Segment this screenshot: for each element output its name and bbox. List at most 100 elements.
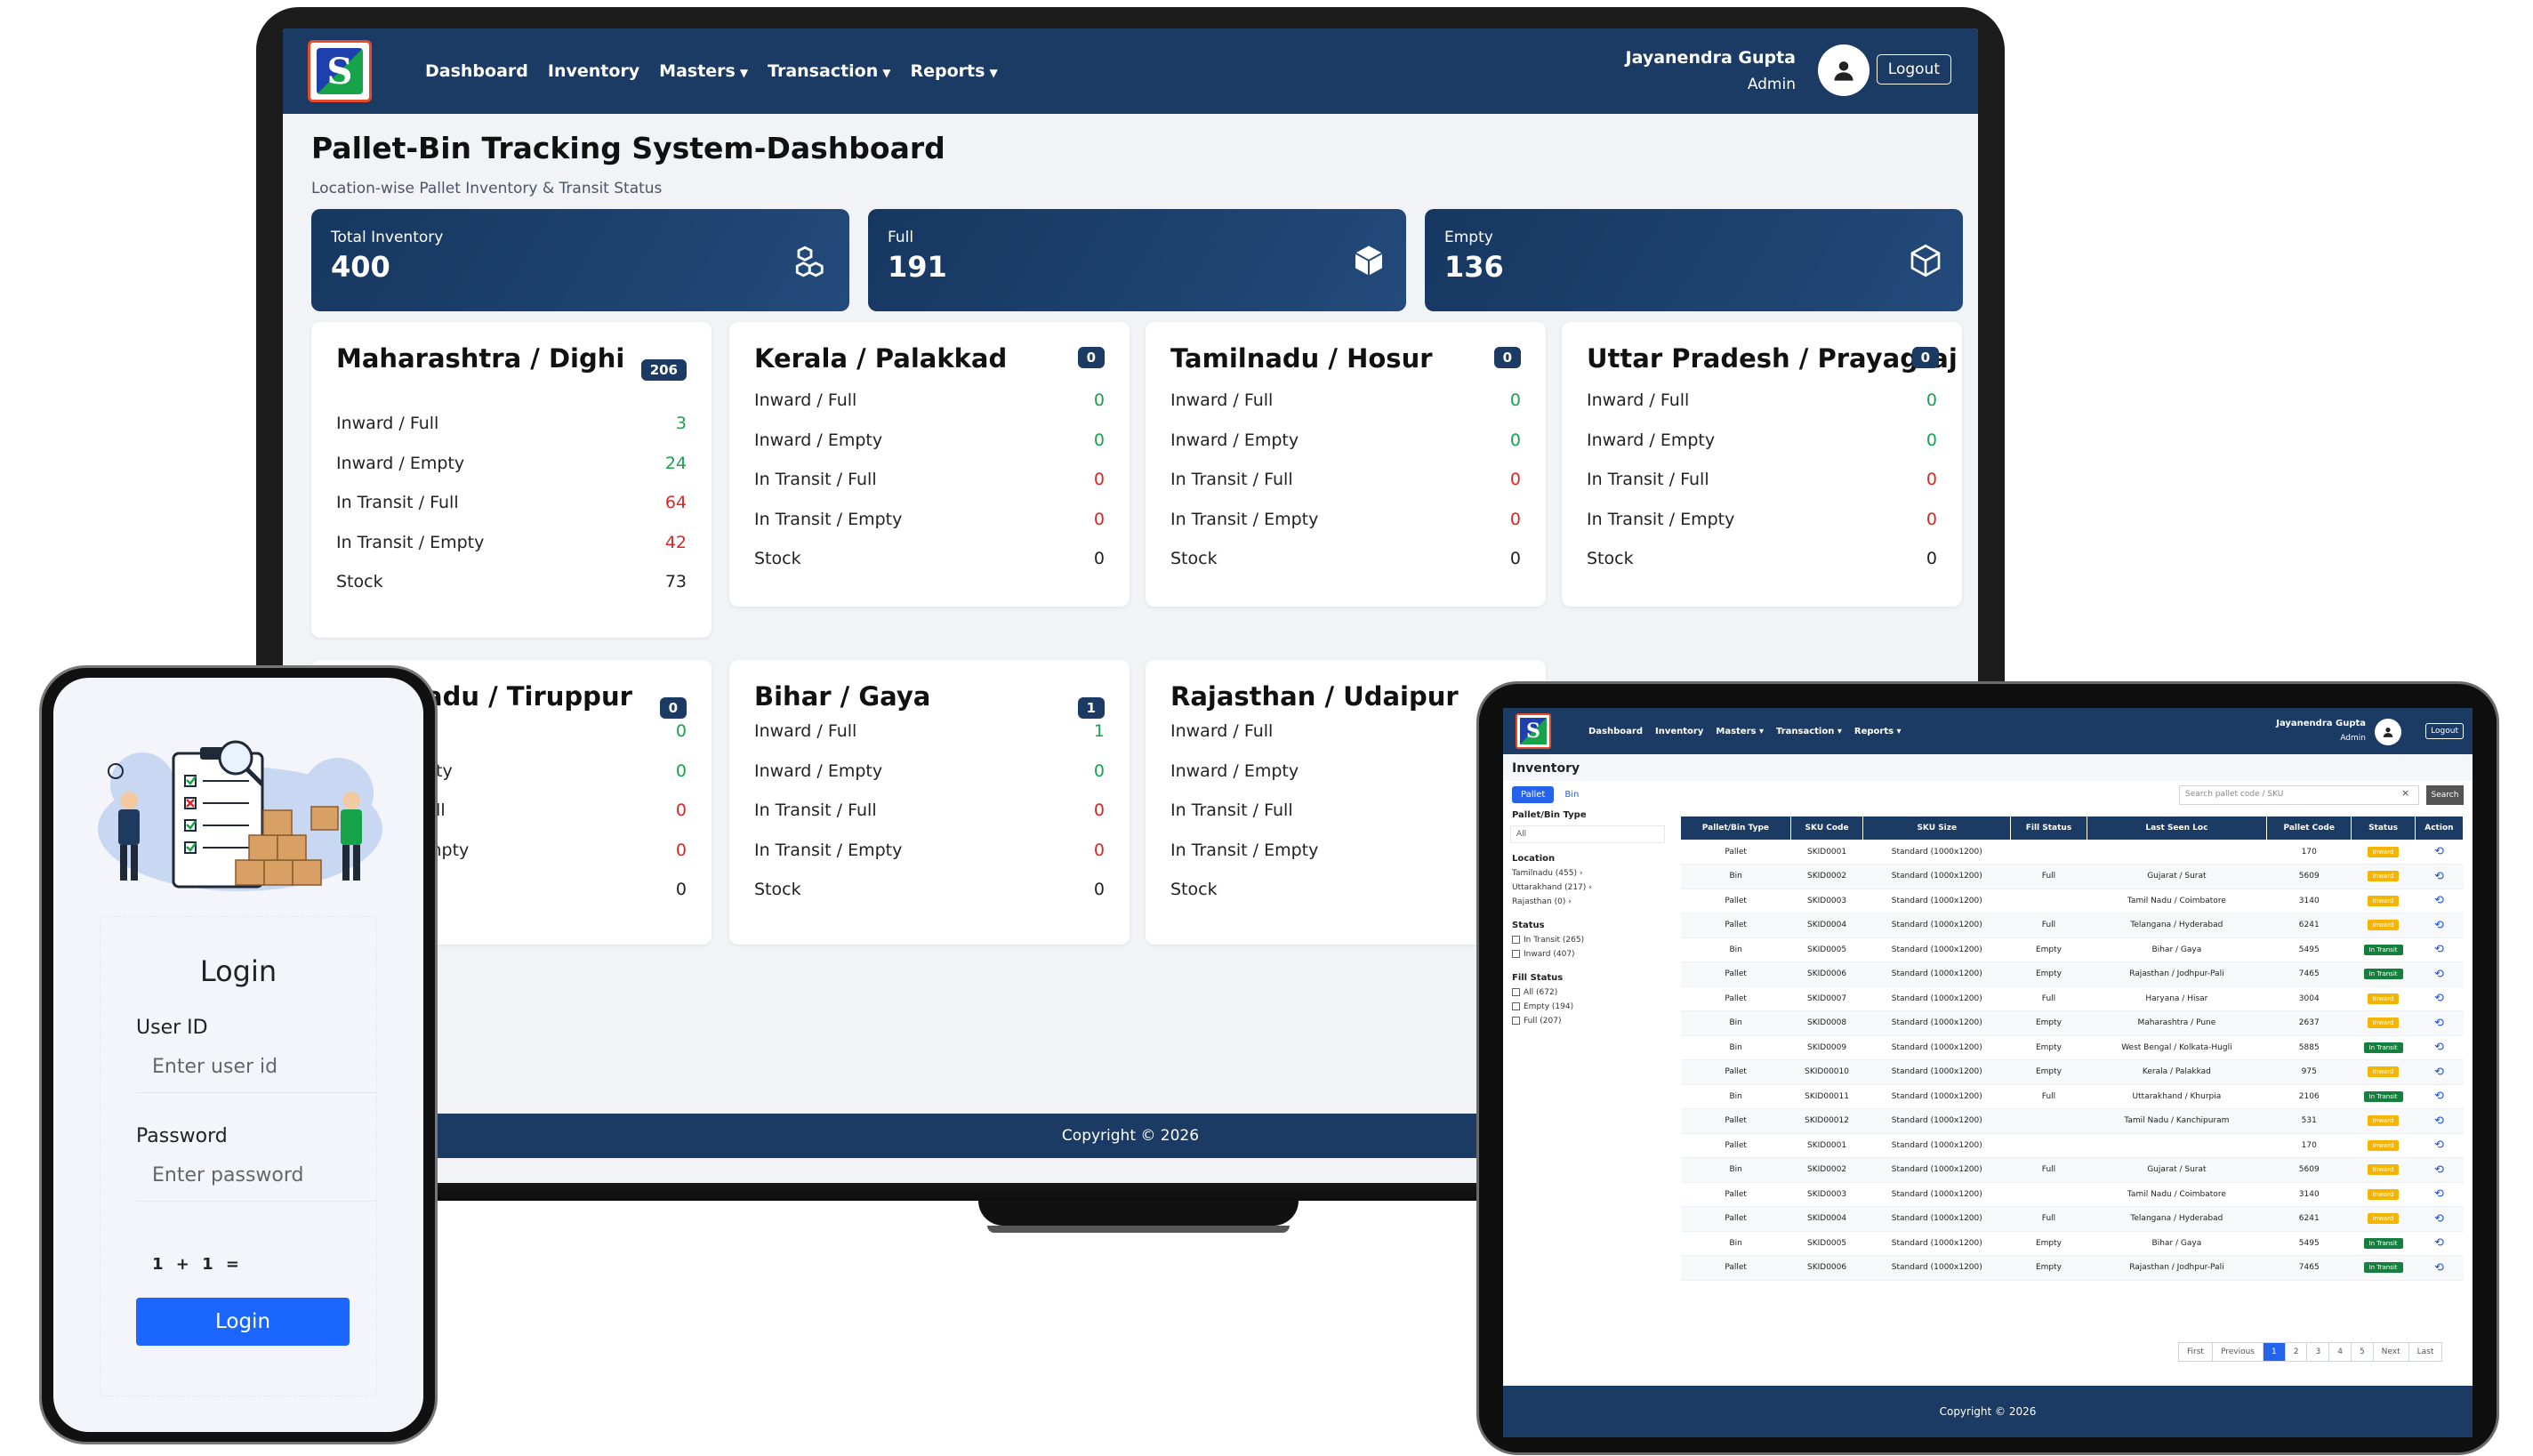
logo-mark: S: [317, 48, 363, 94]
history-icon[interactable]: ⟲: [2433, 1016, 2444, 1030]
brand-logo[interactable]: S: [308, 40, 372, 102]
table-cell: SKID0007: [1790, 986, 1863, 1011]
nav-inventory[interactable]: Inventory: [547, 61, 640, 81]
history-icon[interactable]: ⟲: [2433, 1162, 2444, 1177]
column-header[interactable]: Last Seen Loc: [2087, 816, 2268, 840]
user-avatar-icon[interactable]: [2375, 719, 2401, 745]
card-row: In Transit / Full 0: [1170, 460, 1521, 500]
location-item[interactable]: Tamilnadu (455) ›: [1503, 869, 1672, 878]
logout-button[interactable]: Logout: [2425, 723, 2464, 739]
user-id-input[interactable]: Enter user id: [136, 1042, 378, 1093]
checkbox[interactable]: [1512, 988, 1520, 996]
page-button[interactable]: Previous: [2211, 1342, 2264, 1362]
stat-label: Empty: [1444, 229, 1493, 246]
page-button[interactable]: 5: [2350, 1342, 2374, 1362]
page-button[interactable]: 4: [2328, 1342, 2352, 1362]
nav-menu: Dashboard Inventory Masters ▾ Transactio…: [1588, 727, 1902, 736]
search-button[interactable]: Search: [2426, 785, 2464, 805]
table-cell: Full: [2010, 1084, 2087, 1109]
table-cell: Standard (1000x1200): [1862, 1255, 2011, 1281]
clear-icon[interactable]: ×: [2401, 787, 2410, 799]
location-item[interactable]: Uttarakhand (217) ›: [1503, 883, 1672, 892]
nav-reports[interactable]: Reports ▼: [911, 61, 998, 81]
nav-dashboard[interactable]: Dashboard: [425, 61, 528, 81]
nav-dashboard[interactable]: Dashboard: [1588, 726, 1643, 736]
page-button[interactable]: Next: [2372, 1342, 2409, 1362]
user-avatar-icon[interactable]: [1818, 44, 1870, 96]
column-header[interactable]: SKU Size: [1862, 816, 2012, 840]
history-icon[interactable]: ⟲: [2433, 1114, 2444, 1128]
history-icon[interactable]: ⟲: [2433, 1260, 2444, 1275]
history-icon[interactable]: ⟲: [2433, 1090, 2444, 1104]
nav-masters[interactable]: Masters ▼: [659, 61, 748, 81]
type-select[interactable]: All: [1510, 825, 1665, 843]
history-icon[interactable]: ⟲: [2433, 943, 2444, 957]
logout-button[interactable]: Logout: [1876, 54, 1951, 84]
table-cell: Inward: [2351, 1157, 2416, 1183]
location-item[interactable]: Rajasthan (0) ›: [1503, 897, 1672, 906]
status-option[interactable]: In Transit (265): [1503, 936, 1672, 945]
nav-transaction[interactable]: Transaction ▾: [1776, 727, 1842, 736]
column-header[interactable]: Status: [2351, 816, 2416, 840]
password-label: Password: [136, 1125, 228, 1147]
password-input[interactable]: Enter password: [136, 1150, 378, 1202]
history-icon[interactable]: ⟲: [2433, 1211, 2444, 1226]
status-badge: Inward: [2367, 1139, 2400, 1151]
page-button[interactable]: 1: [2263, 1342, 2286, 1362]
search-input[interactable]: Search pallet code / SKU: [2179, 785, 2419, 805]
page-button[interactable]: 3: [2306, 1342, 2330, 1362]
nav-masters[interactable]: Masters ▾: [1716, 727, 1764, 736]
row-value: 0: [675, 760, 687, 781]
column-header[interactable]: Pallet Code: [2266, 816, 2352, 840]
tab-pallet[interactable]: Pallet: [1512, 786, 1555, 803]
checkbox[interactable]: [1512, 950, 1520, 958]
table-cell: Maharashtra / Pune: [2087, 1010, 2267, 1036]
login-button[interactable]: Login: [136, 1298, 350, 1346]
status-badge: In Transit: [2363, 1090, 2403, 1102]
page-button[interactable]: First: [2178, 1342, 2213, 1362]
row-label: Stock: [754, 549, 801, 569]
brand-logo[interactable]: S: [1516, 713, 1551, 749]
nav-inventory[interactable]: Inventory: [1655, 726, 1704, 736]
history-icon[interactable]: ⟲: [2433, 1236, 2444, 1251]
column-header[interactable]: Pallet/Bin Type: [1681, 816, 1791, 840]
status-option[interactable]: Inward (407): [1503, 950, 1672, 959]
filter-fill-heading: Fill Status: [1512, 973, 1564, 983]
history-icon[interactable]: ⟲: [2433, 894, 2444, 908]
history-icon[interactable]: ⟲: [2433, 967, 2444, 981]
history-icon[interactable]: ⟲: [2433, 845, 2444, 858]
nav-reports[interactable]: Reports ▾: [1854, 727, 1902, 736]
fill-option[interactable]: Full (207): [1503, 1017, 1672, 1026]
card-title: Rajasthan / Udaipur: [1170, 681, 1459, 712]
column-header[interactable]: Fill Status: [2010, 816, 2087, 840]
table-cell: [2087, 1133, 2267, 1158]
table-body: Pallet SKID0001 Standard (1000x1200) 170 Inw…: [1681, 840, 2464, 1281]
table-row: Pallet SKID0004 Standard (1000x1200) Full Te…: [1681, 1206, 2464, 1232]
user-info: Jayanendra Gupta Admin: [2276, 717, 2366, 745]
table-cell: SKID00010: [1790, 1059, 1863, 1085]
checkbox[interactable]: [1512, 1017, 1520, 1025]
history-icon[interactable]: ⟲: [2433, 1138, 2444, 1153]
status-badge: Inward: [2367, 1115, 2400, 1127]
history-icon[interactable]: ⟲: [2433, 869, 2444, 883]
page-button[interactable]: 2: [2284, 1342, 2308, 1362]
action-cell: ⟲: [2415, 840, 2464, 865]
history-icon[interactable]: ⟲: [2433, 1187, 2444, 1202]
table-cell: Bin: [1681, 1035, 1791, 1060]
column-header[interactable]: SKU Code: [1790, 816, 1864, 840]
action-cell: ⟲: [2415, 1108, 2464, 1134]
checkbox[interactable]: [1512, 936, 1520, 944]
history-icon[interactable]: ⟲: [2433, 992, 2444, 1006]
history-icon[interactable]: ⟲: [2433, 918, 2444, 932]
stat-label: Full: [888, 229, 914, 246]
column-header[interactable]: Action: [2415, 816, 2465, 840]
history-icon[interactable]: ⟲: [2433, 1041, 2444, 1055]
checkbox[interactable]: [1512, 1002, 1520, 1010]
fill-option[interactable]: Empty (194): [1503, 1002, 1672, 1011]
page-button[interactable]: Last: [2408, 1342, 2443, 1362]
fill-option[interactable]: All (672): [1503, 988, 1672, 997]
row-label: Inward / Empty: [1170, 760, 1299, 781]
history-icon[interactable]: ⟲: [2433, 1065, 2444, 1079]
nav-transaction[interactable]: Transaction ▼: [768, 61, 890, 81]
tab-bin[interactable]: Bin: [1564, 790, 1580, 800]
